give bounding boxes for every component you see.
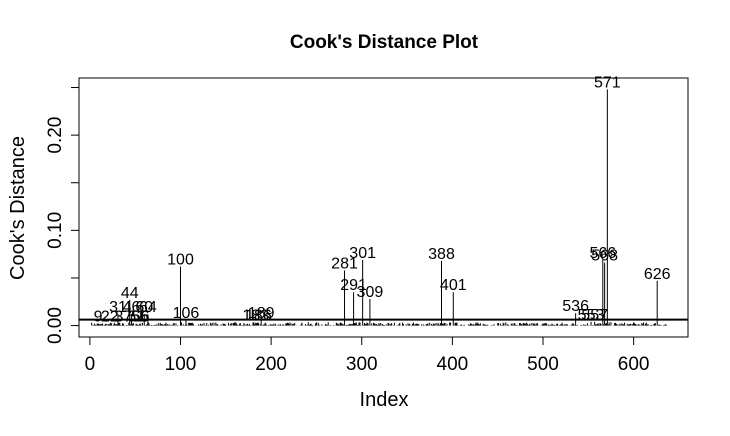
point-label-31: 31 [109,299,127,316]
point-label-401: 401 [440,277,467,294]
point-label-60: 60 [135,299,153,316]
point-label-22: 22 [101,309,119,326]
index-bars [91,89,667,326]
point-label-183: 183 [242,308,269,325]
point-label-291: 291 [340,277,367,294]
point-label-281: 281 [331,255,358,272]
point-label-301: 301 [349,245,376,262]
point-label-566: 566 [589,245,616,262]
point-label-553: 553 [578,307,605,324]
point-label-189: 189 [248,305,275,322]
point-label-557: 557 [581,307,608,324]
point-label-626: 626 [644,266,671,283]
point-label-388: 388 [428,246,455,263]
chart-title: Cook's Distance Plot [290,32,479,53]
point-label-100: 100 [167,252,194,269]
point-label-568: 568 [591,248,618,265]
point-label-46: 46 [123,299,141,316]
x-tick-label-100: 100 [165,354,197,375]
plot-frame [78,77,689,338]
x-tick-label-500: 500 [527,354,559,375]
y-axis-label: Cook's Distance [7,136,29,280]
point-label-571: 571 [594,74,621,91]
point-label-64: 64 [139,299,157,316]
point-label-56: 56 [132,309,150,326]
point-label-51: 51 [127,309,145,326]
x-tick-label-0: 0 [85,354,96,375]
point-label-536: 536 [562,298,589,315]
point-label-106: 106 [173,305,200,322]
point-label-44: 44 [121,285,139,302]
x-tick-label-400: 400 [437,354,469,375]
point-label-37: 37 [115,309,133,326]
x-tick-label-600: 600 [618,354,650,375]
point-label-55: 55 [131,309,149,326]
point-label-186: 186 [245,308,272,325]
point-label-309: 309 [357,284,384,301]
y-tick-label-0: 0.00 [45,307,66,344]
x-axis-label: Index [360,389,409,411]
y-tick-label-2: 0.20 [45,117,66,154]
x-tick-label-300: 300 [346,354,378,375]
x-tick-label-200: 200 [255,354,287,375]
point-label-9: 9 [94,309,103,326]
y-tick-label-1: 0.10 [45,212,66,249]
x-axis: 0 100 200 300 400 500 600 [85,336,650,375]
y-axis: 0.00 0.10 0.20 [45,87,80,344]
